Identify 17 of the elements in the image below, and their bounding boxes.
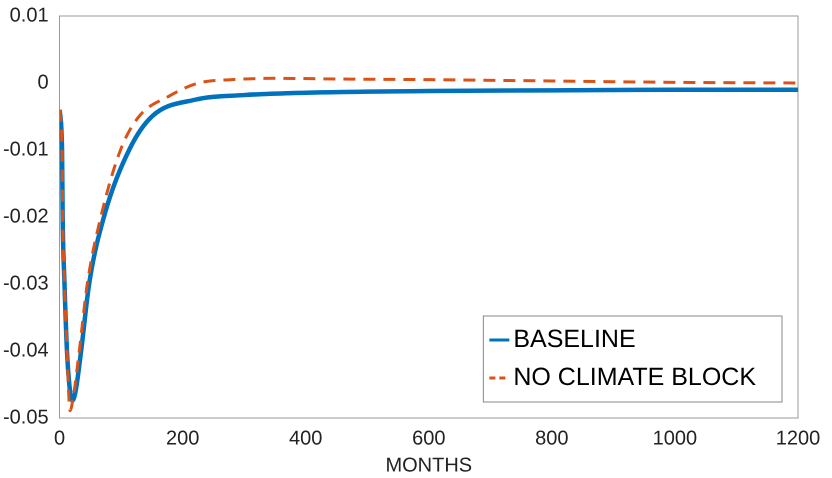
y-tick-label: 0 bbox=[37, 72, 49, 94]
y-tick-label: -0.04 bbox=[2, 340, 49, 362]
x-tick-label: 1200 bbox=[776, 428, 820, 450]
x-tick-label: 1000 bbox=[652, 428, 698, 450]
x-axis-title: MONTHS bbox=[385, 454, 472, 477]
y-tick-label: -0.01 bbox=[2, 138, 49, 161]
legend-label: BASELINE bbox=[513, 324, 636, 353]
x-tick-label: 400 bbox=[289, 428, 322, 450]
x-tick-label: 0 bbox=[54, 428, 66, 450]
y-tick-label: -0.05 bbox=[2, 406, 49, 429]
x-tick-label: 800 bbox=[535, 428, 569, 450]
x-tick-label: 200 bbox=[166, 428, 200, 450]
x-tick-label: 600 bbox=[412, 428, 446, 450]
y-tick-label: 0.01 bbox=[10, 4, 49, 27]
legend-label: NO CLIMATE BLOCK bbox=[513, 362, 756, 391]
y-tick-label: -0.03 bbox=[2, 272, 49, 295]
y-tick-label: -0.02 bbox=[2, 206, 49, 228]
